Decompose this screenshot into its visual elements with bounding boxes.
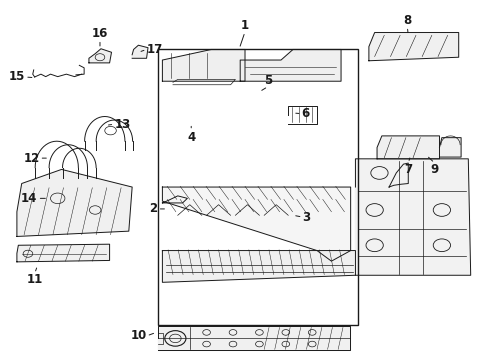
Text: 9: 9 [431, 163, 439, 176]
Polygon shape [369, 32, 459, 61]
Text: 13: 13 [114, 118, 131, 131]
Text: 11: 11 [26, 274, 43, 287]
Polygon shape [240, 49, 341, 81]
Bar [158, 49, 358, 325]
Polygon shape [158, 327, 350, 350]
Text: 2: 2 [149, 202, 158, 215]
Text: 10: 10 [130, 329, 147, 342]
Polygon shape [132, 45, 148, 58]
Polygon shape [162, 251, 355, 282]
Text: 5: 5 [264, 73, 272, 86]
Polygon shape [440, 138, 461, 157]
Text: 8: 8 [403, 14, 412, 27]
Polygon shape [162, 49, 245, 81]
Text: 17: 17 [147, 43, 163, 56]
Text: 6: 6 [302, 107, 310, 120]
Polygon shape [162, 187, 351, 261]
Text: 3: 3 [303, 211, 311, 224]
Text: 15: 15 [9, 71, 25, 84]
Polygon shape [89, 49, 112, 63]
Polygon shape [17, 170, 132, 237]
Polygon shape [355, 159, 471, 275]
Text: 4: 4 [187, 131, 196, 144]
Polygon shape [17, 244, 110, 262]
Text: 14: 14 [21, 192, 38, 205]
Text: 7: 7 [404, 163, 412, 176]
Text: 16: 16 [92, 27, 108, 40]
Polygon shape [377, 136, 440, 159]
Text: 12: 12 [23, 152, 40, 165]
Text: 1: 1 [241, 19, 249, 32]
